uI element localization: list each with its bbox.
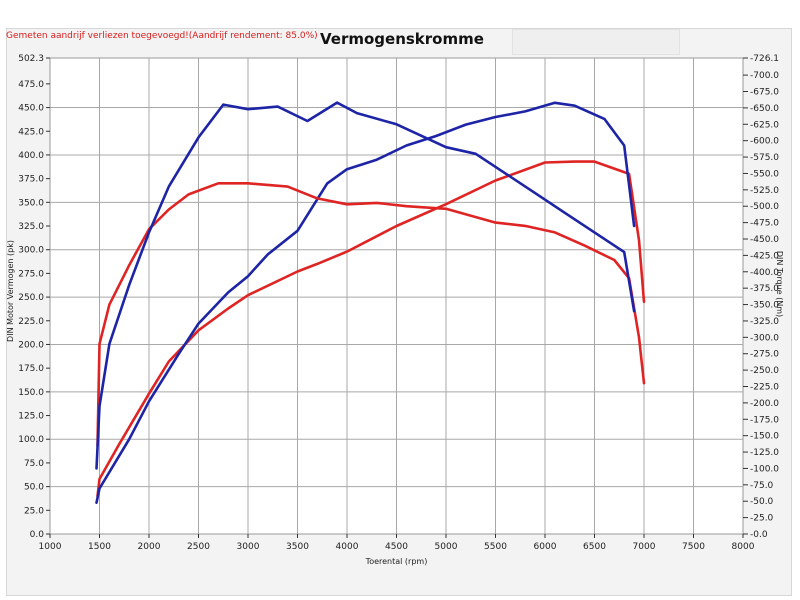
y-right-tick-label: -600.0 — [750, 137, 779, 147]
y-right-tick-label: -726.1 — [750, 54, 779, 64]
y-right-tick-label: -500.0 — [750, 202, 779, 212]
power-line-1 — [96, 160, 646, 498]
chart-title: Vermogenskromme — [320, 30, 484, 48]
x-tick-label: 1500 — [88, 542, 111, 552]
x-tick-label: 5500 — [484, 542, 507, 552]
y-left-tick-label: 25.0 — [24, 506, 44, 516]
y-left-tick-label: 350.0 — [18, 198, 44, 208]
x-tick-label: 7500 — [682, 542, 705, 552]
x-tick-label: 7000 — [633, 542, 656, 552]
x-tick-label: 5000 — [435, 542, 458, 552]
y-right-tick-label: -150.0 — [750, 432, 779, 442]
y-left-tick-label: 325.0 — [18, 222, 44, 232]
y-left-tick-label: 50.0 — [24, 483, 44, 493]
data-series — [95, 101, 646, 505]
x-tick-label: 2500 — [187, 542, 210, 552]
y-left-tick-label: 250.0 — [18, 293, 44, 303]
y-right-tick-label: -700.0 — [750, 71, 779, 81]
y-right-tick-label: -100.0 — [750, 464, 779, 474]
torque-line-4 — [95, 101, 636, 470]
y-right-axis-title: DIN Torque (Nm) — [775, 251, 784, 317]
y-left-tick-label: 502.3 — [18, 54, 44, 64]
top-bar — [0, 0, 800, 28]
y-right-tick-label: -75.0 — [750, 481, 774, 491]
y-right-tick-label: -325.0 — [750, 317, 779, 327]
x-tick-label: 1000 — [39, 542, 62, 552]
x-tick-label: 4500 — [385, 542, 408, 552]
y-right-tick-label: -525.0 — [750, 186, 779, 196]
y-left-tick-label: 300.0 — [18, 246, 44, 256]
title-box — [512, 29, 680, 55]
y-right-tick-label: -400.0 — [750, 268, 779, 278]
y-left-tick-label: 150.0 — [18, 388, 44, 398]
y-left-tick-label: 125.0 — [18, 412, 44, 422]
y-right-tick-label: -0.0 — [750, 530, 768, 540]
gridlines — [50, 58, 743, 534]
y-left-tick-label: 425.0 — [18, 127, 44, 137]
torque-line-3 — [96, 182, 646, 447]
y-left-tick-label: 225.0 — [18, 317, 44, 327]
y-left-tick-label: 275.0 — [18, 269, 44, 279]
y-left-tick-label: 0.0 — [30, 530, 45, 540]
y-right-tick-label: -450.0 — [750, 235, 779, 245]
y-right-tick-label: -225.0 — [750, 382, 779, 392]
x-tick-label: 8000 — [732, 542, 755, 552]
x-tick-label: 4000 — [336, 542, 359, 552]
y-right-tick-label: -475.0 — [750, 219, 779, 229]
y-left-tick-label: 450.0 — [18, 104, 44, 114]
y-right-tick-label: -650.0 — [750, 104, 779, 114]
x-tick-label: 6500 — [583, 542, 606, 552]
y-right-tick-label: -625.0 — [750, 120, 779, 130]
y-right-tick-label: -125.0 — [750, 448, 779, 458]
y-right-tick-label: -425.0 — [750, 251, 779, 261]
y-left-tick-label: 200.0 — [18, 340, 44, 350]
y-right-tick-label: -50.0 — [750, 497, 774, 507]
y-right-tick-label: -200.0 — [750, 399, 779, 409]
power-line-2 — [95, 101, 636, 505]
y-left-axis-title: DIN Motor Vermogen (pk) — [6, 240, 15, 342]
y-left-tick-label: 475.0 — [18, 80, 44, 90]
x-tick-label: 3000 — [237, 542, 260, 552]
y-right-tick-label: -675.0 — [750, 87, 779, 97]
y-right-tick-label: -300.0 — [750, 333, 779, 343]
y-right-tick-label: -275.0 — [750, 350, 779, 360]
y-left-tick-label: 400.0 — [18, 151, 44, 161]
x-tick-label: 2000 — [138, 542, 161, 552]
y-left-tick-label: 75.0 — [24, 459, 44, 469]
x-tick-label: 6000 — [534, 542, 557, 552]
x-tick-label: 3500 — [286, 542, 309, 552]
y-left-tick-label: 175.0 — [18, 364, 44, 374]
drive-loss-note: Gemeten aandrijf verliezen toegevoegd!(A… — [6, 31, 318, 41]
y-right-tick-label: -250.0 — [750, 366, 779, 376]
x-axis-title: Toerental (rpm) — [365, 557, 428, 566]
y-right-tick-label: -25.0 — [750, 514, 774, 524]
y-left-tick-label: 100.0 — [18, 435, 44, 445]
y-right-tick-label: -550.0 — [750, 169, 779, 179]
y-right-tick-label: -350.0 — [750, 301, 779, 311]
y-right-tick-label: -375.0 — [750, 284, 779, 294]
y-left-tick-label: 375.0 — [18, 175, 44, 185]
y-right-tick-label: -575.0 — [750, 153, 779, 163]
y-right-tick-label: -175.0 — [750, 415, 779, 425]
axes: 1000 1500 2000 2500 3000 3500 4000 4500 5000 5500… — [18, 54, 779, 552]
